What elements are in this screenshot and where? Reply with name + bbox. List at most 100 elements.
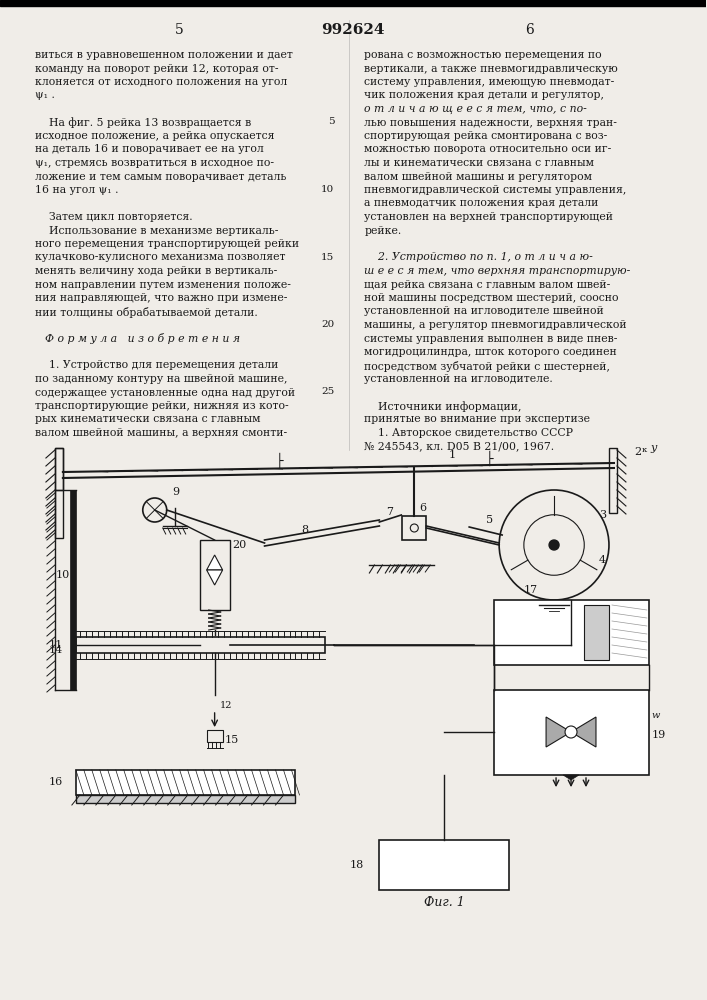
Text: 2: 2 — [634, 447, 641, 457]
Text: ψ₁ .: ψ₁ . — [35, 91, 55, 101]
Circle shape — [549, 540, 559, 550]
Text: к: к — [642, 446, 647, 454]
Text: о т л и ч а ю щ е е с я тем, что, с по-: о т л и ч а ю щ е е с я тем, что, с по- — [364, 104, 587, 114]
Text: 15: 15 — [321, 252, 334, 261]
Text: валом швейной машины и регулятором: валом швейной машины и регулятором — [364, 172, 592, 182]
Text: пневмогидравлической системы управления,: пневмогидравлической системы управления, — [364, 185, 626, 195]
Text: 20: 20 — [321, 320, 334, 329]
Polygon shape — [206, 555, 223, 570]
Text: На фиг. 5 рейка 13 возвращается в: На фиг. 5 рейка 13 возвращается в — [35, 117, 251, 128]
Text: принятые во внимание при экспертизе: принятые во внимание при экспертизе — [364, 414, 590, 424]
Text: ш е е с я тем, что верхняя транспортирую-: ш е е с я тем, что верхняя транспортирую… — [364, 266, 631, 276]
Text: 6: 6 — [419, 503, 426, 513]
Text: ного перемещения транспортирующей рейки: ного перемещения транспортирующей рейки — [35, 239, 299, 249]
Bar — [76, 770, 296, 795]
Text: ния направляющей, что важно при измене-: ния направляющей, что важно при измене- — [35, 293, 287, 303]
Bar — [402, 516, 426, 540]
Bar — [199, 540, 230, 610]
Text: 14: 14 — [49, 645, 63, 655]
Text: 18: 18 — [350, 860, 364, 870]
Text: 9: 9 — [173, 487, 180, 497]
Text: клоняется от исходного положения на угол: клоняется от исходного положения на угол — [35, 77, 287, 87]
Text: валом швейной машины, а верхняя смонти-: валом швейной машины, а верхняя смонти- — [35, 428, 287, 438]
Text: ной машины посредством шестерий, соосно: ной машины посредством шестерий, соосно — [364, 293, 619, 303]
Text: чик положения края детали и регулятор,: чик положения края детали и регулятор, — [364, 91, 604, 101]
Text: 19: 19 — [652, 730, 666, 740]
Text: 25: 25 — [321, 387, 334, 396]
Text: 16: 16 — [49, 777, 63, 787]
Text: системы управления выполнен в виде пнев-: системы управления выполнен в виде пнев- — [364, 334, 618, 344]
Text: 1: 1 — [449, 450, 456, 460]
Text: № 245543, кл. D05 B 21/00, 1967.: № 245543, кл. D05 B 21/00, 1967. — [364, 442, 554, 452]
Bar — [380, 840, 509, 890]
Text: 1. Устройство для перемещения детали: 1. Устройство для перемещения детали — [35, 360, 279, 370]
Bar — [70, 490, 76, 690]
Text: щая рейка связана с главным валом швей-: щая рейка связана с главным валом швей- — [364, 279, 611, 290]
Bar — [609, 448, 617, 513]
Bar — [55, 448, 63, 490]
Text: лы и кинематически связана с главным: лы и кинематически связана с главным — [364, 158, 595, 168]
Text: 3: 3 — [599, 510, 606, 520]
Text: машины, а регулятор пневмогидравлической: машины, а регулятор пневмогидравлической — [364, 320, 627, 330]
Text: рована с возможностью перемещения по: рована с возможностью перемещения по — [364, 50, 602, 60]
Text: y: y — [650, 443, 657, 453]
Text: 5: 5 — [175, 23, 184, 37]
Text: 4: 4 — [599, 555, 606, 565]
Text: рейке.: рейке. — [364, 226, 402, 235]
Text: можностью поворота относительно оси иг-: можностью поворота относительно оси иг- — [364, 144, 612, 154]
Bar — [76, 795, 296, 803]
Bar — [0, 0, 706, 6]
Circle shape — [565, 726, 577, 738]
Text: ложение и тем самым поворачивает деталь: ложение и тем самым поворачивает деталь — [35, 172, 286, 182]
Text: а пневмодатчик положения края детали: а пневмодатчик положения края детали — [364, 198, 599, 209]
Polygon shape — [571, 717, 596, 747]
Text: 5: 5 — [486, 515, 493, 525]
Text: 2. Устройство по п. 1, о т л и ч а ю-: 2. Устройство по п. 1, о т л и ч а ю- — [364, 252, 593, 262]
Text: по заданному контуру на швейной машине,: по заданному контуру на швейной машине, — [35, 374, 288, 384]
Text: 11: 11 — [49, 640, 63, 650]
Text: 20: 20 — [233, 540, 247, 550]
Text: 10: 10 — [56, 570, 70, 580]
Text: посредством зубчатой рейки с шестерней,: посредством зубчатой рейки с шестерней, — [364, 360, 610, 371]
Bar — [206, 730, 223, 742]
Text: ├: ├ — [486, 450, 493, 466]
Text: виться в уравновешенном положении и дает: виться в уравновешенном положении и дает — [35, 50, 293, 60]
Text: ном направлении путем изменения положе-: ном направлении путем изменения положе- — [35, 279, 291, 290]
Text: 15: 15 — [225, 735, 239, 745]
Text: Затем цикл повторяется.: Затем цикл повторяется. — [35, 212, 192, 222]
Text: содержащее установленные одна над другой: содержащее установленные одна над другой — [35, 387, 295, 397]
Text: установленной на игловодителе швейной: установленной на игловодителе швейной — [364, 306, 604, 316]
Text: Источники информации,: Источники информации, — [364, 401, 522, 412]
Text: 6: 6 — [525, 23, 534, 37]
Bar — [494, 600, 649, 665]
Text: 5: 5 — [328, 117, 334, 126]
Text: 17: 17 — [524, 585, 538, 595]
Text: транспортирующие рейки, нижняя из кото-: транспортирующие рейки, нижняя из кото- — [35, 401, 288, 411]
Text: менять величину хода рейки в вертикаль-: менять величину хода рейки в вертикаль- — [35, 266, 277, 276]
Bar — [76, 637, 325, 653]
Bar — [584, 605, 609, 660]
Bar — [494, 690, 649, 775]
Text: 7: 7 — [386, 507, 393, 517]
Text: Использование в механизме вертикаль-: Использование в механизме вертикаль- — [35, 226, 279, 235]
Text: спортирующая рейка смонтирована с воз-: спортирующая рейка смонтирована с воз- — [364, 131, 607, 141]
Text: 1. Авторское свидетельство СССР: 1. Авторское свидетельство СССР — [364, 428, 573, 438]
Text: рых кинематически связана с главным: рых кинематически связана с главным — [35, 414, 260, 424]
Text: кулачково-кулисного механизма позволяет: кулачково-кулисного механизма позволяет — [35, 252, 286, 262]
Text: вертикали, а также пневмогидравлическую: вертикали, а также пневмогидравлическую — [364, 64, 618, 74]
Text: установлен на верхней транспортирующей: установлен на верхней транспортирующей — [364, 212, 614, 222]
Text: могидроцилиндра, шток которого соединен: могидроцилиндра, шток которого соединен — [364, 347, 617, 357]
Text: 12: 12 — [220, 700, 232, 710]
Text: 8: 8 — [301, 525, 308, 535]
Polygon shape — [206, 570, 223, 585]
Text: ψ₁, стремясь возвратиться в исходное по-: ψ₁, стремясь возвратиться в исходное по- — [35, 158, 274, 168]
Text: 992624: 992624 — [321, 23, 384, 37]
Text: 10: 10 — [321, 185, 334, 194]
Text: 16 на угол ψ₁ .: 16 на угол ψ₁ . — [35, 185, 119, 195]
Polygon shape — [546, 717, 571, 747]
Polygon shape — [563, 775, 579, 780]
Text: нии толщины обрабатываемой детали.: нии толщины обрабатываемой детали. — [35, 306, 257, 318]
Text: исходное положение, а рейка опускается: исходное положение, а рейка опускается — [35, 131, 274, 141]
Text: ├: ├ — [276, 452, 284, 468]
Text: w: w — [652, 710, 660, 720]
